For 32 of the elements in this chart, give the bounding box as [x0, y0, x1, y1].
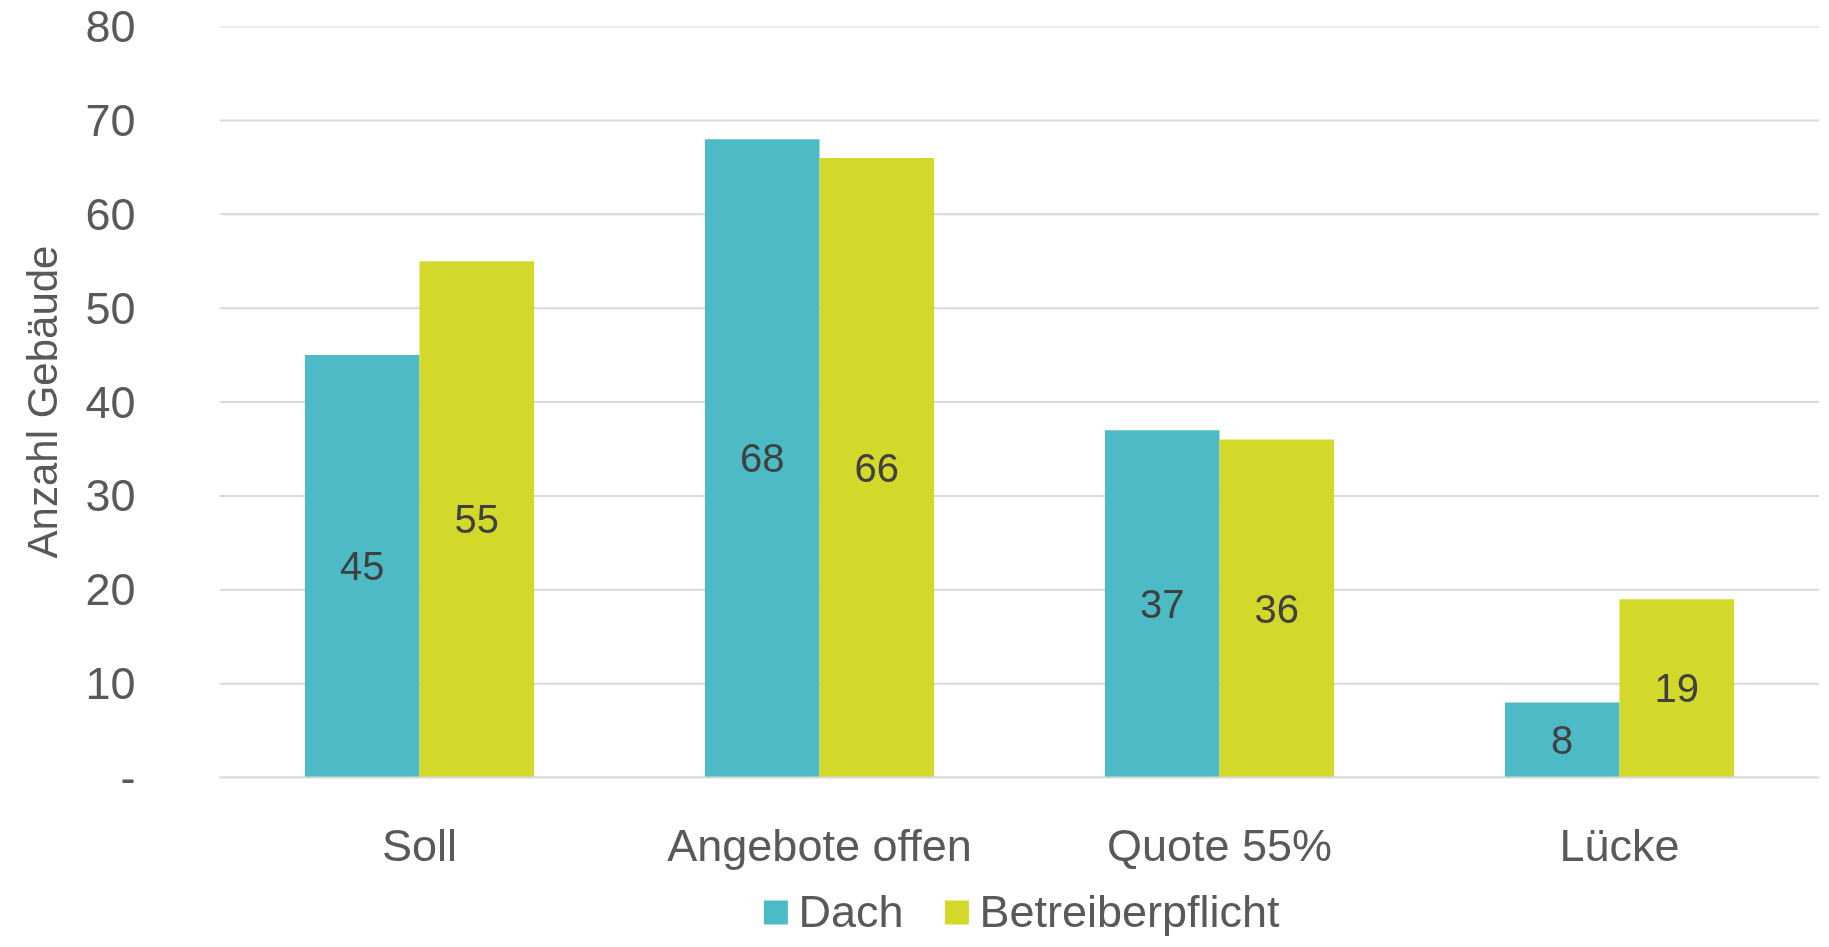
y-tick-label: 30: [85, 470, 136, 522]
x-tick-label: Angebote offen: [667, 819, 972, 871]
data-label: 45: [339, 544, 385, 589]
data-label: 68: [739, 436, 785, 481]
bar: [819, 157, 935, 778]
y-tick-label: 50: [85, 282, 136, 334]
bar: [304, 355, 420, 778]
data-label: 37: [1139, 581, 1185, 626]
data-label: 66: [854, 445, 900, 490]
data-label: 8: [1551, 717, 1574, 762]
bar: [1104, 430, 1220, 778]
y-tick-label: 40: [85, 376, 136, 428]
y-tick-label: 60: [85, 188, 136, 240]
x-tick-label: Soll: [381, 819, 458, 871]
data-label: 19: [1654, 666, 1700, 711]
data-label: 55: [454, 497, 500, 542]
x-tick-label: Lücke: [1559, 819, 1680, 871]
legend-label: Betreiberpflicht: [979, 886, 1280, 938]
y-axis-title: Anzahl Gebäude: [19, 245, 67, 559]
bar: [1219, 439, 1335, 778]
y-tick-label: 20: [85, 564, 136, 616]
bar: [1504, 702, 1620, 778]
bar: [419, 261, 535, 778]
data-label: 36: [1254, 586, 1300, 631]
bar: [1619, 599, 1735, 778]
y-tick-label: 10: [85, 658, 136, 710]
y-tick-label: 70: [85, 94, 136, 146]
x-tick-label: Quote 55%: [1106, 819, 1333, 871]
legend-label: Dach: [798, 886, 904, 938]
y-tick-label: 80: [85, 1, 136, 52]
bar: [704, 139, 820, 778]
y-tick-label: -: [120, 752, 136, 803]
